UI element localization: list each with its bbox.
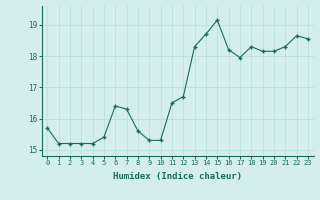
X-axis label: Humidex (Indice chaleur): Humidex (Indice chaleur) — [113, 172, 242, 181]
